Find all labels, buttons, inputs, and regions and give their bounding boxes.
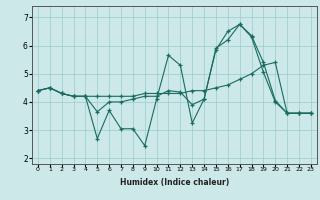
- X-axis label: Humidex (Indice chaleur): Humidex (Indice chaleur): [120, 178, 229, 187]
